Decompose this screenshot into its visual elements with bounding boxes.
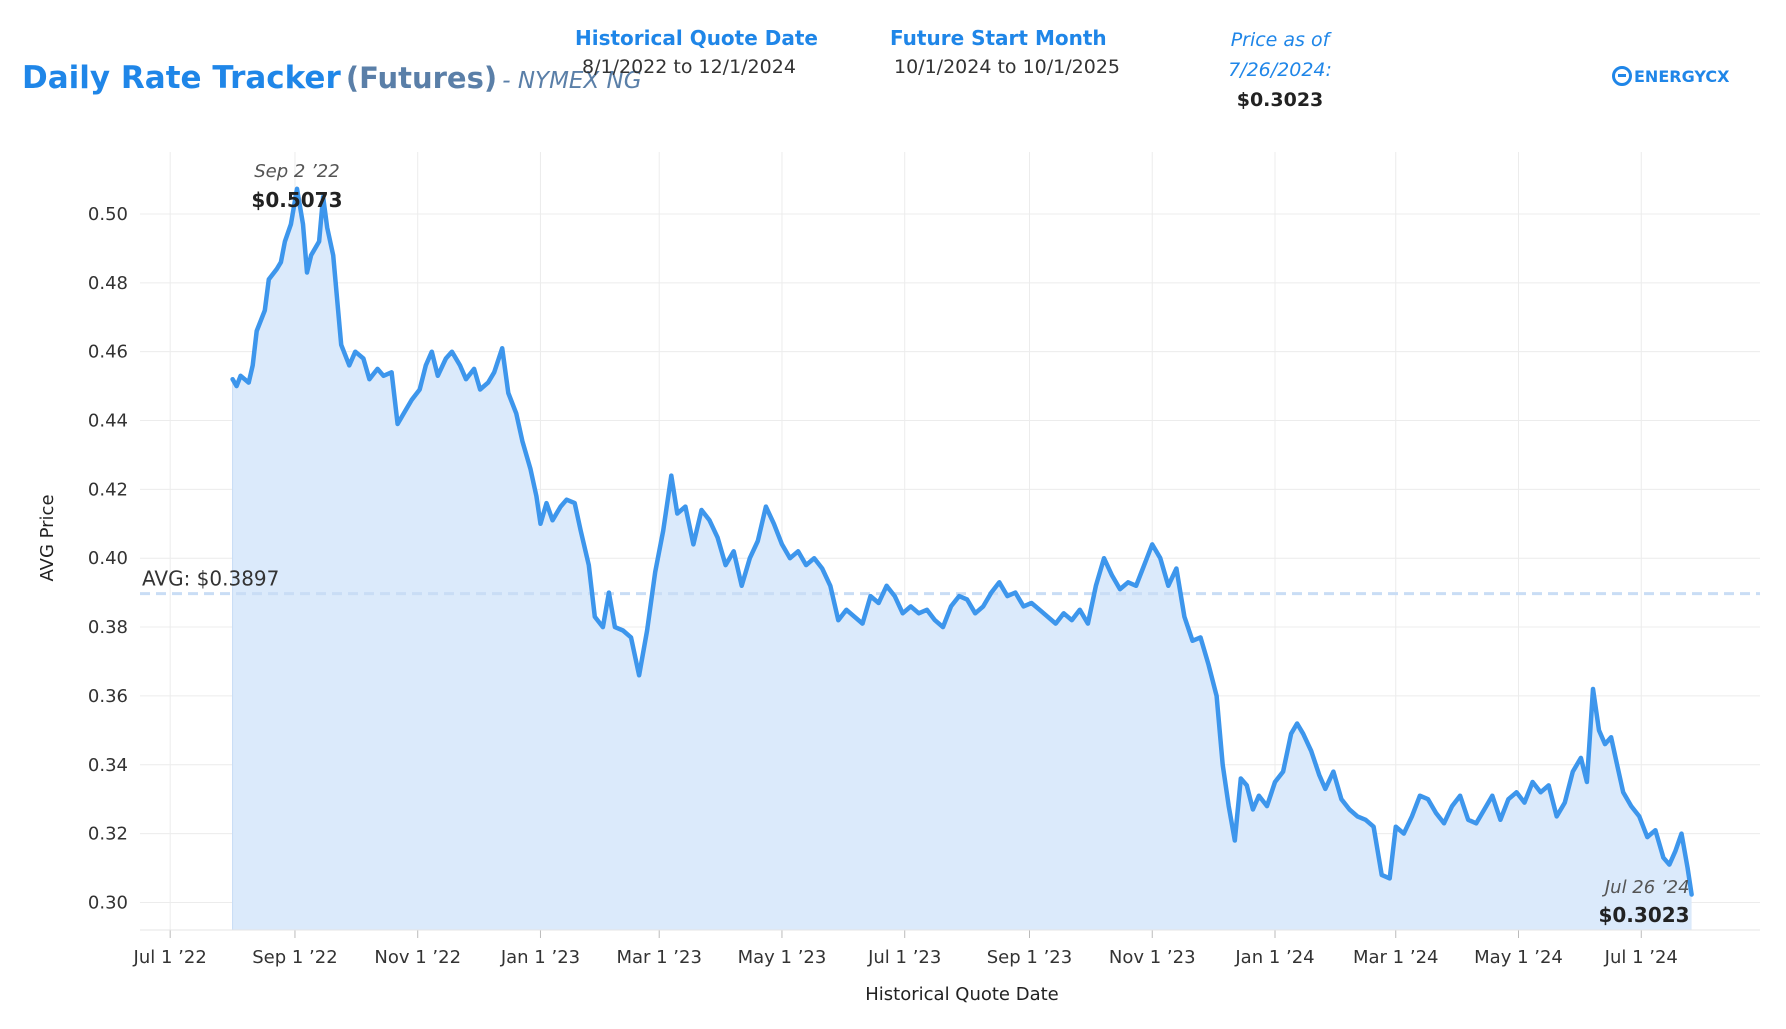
y-tick-label: 0.42 bbox=[88, 479, 128, 500]
area-layer bbox=[232, 188, 1692, 931]
historical-quote-filter[interactable]: Historical Quote Date 8/1/2022 to 12/1/2… bbox=[575, 26, 975, 78]
y-tick-label: 0.30 bbox=[88, 892, 128, 913]
y-tick-label: 0.46 bbox=[88, 342, 128, 363]
max-date-label: Sep 2 ’22 bbox=[254, 161, 339, 182]
x-axis: Jul 1 ’22 Sep 1 ’22 Nov 1 ’22 Jan 1 ’23 Mar … bbox=[133, 929, 1760, 1005]
chart-title: Daily Rate Tracker (Futures) - NYMEX NG bbox=[22, 60, 642, 96]
title-tail: - NYMEX NG bbox=[502, 68, 642, 94]
avg-layer: AVG: $0.3897 bbox=[140, 567, 1760, 596]
future-start-value: 10/1/2024 to 10/1/2025 bbox=[894, 56, 1120, 78]
x-tick-label: Sep 1 ’22 bbox=[252, 947, 337, 968]
historical-quote-value: 8/1/2022 to 12/1/2024 bbox=[582, 56, 796, 78]
max-value-label: $0.5073 bbox=[251, 188, 342, 212]
future-start-filter[interactable]: Future Start Month 10/1/2024 to 10/1/202… bbox=[890, 26, 1120, 78]
y-axis: 0.30 0.32 0.34 0.36 0.38 0.40 0.42 0.44 0.46 0.48… bbox=[37, 204, 128, 913]
line-layer bbox=[230, 186, 1694, 897]
y-tick-label: 0.32 bbox=[88, 824, 128, 845]
x-tick-label: Jul 1 ’23 bbox=[867, 947, 941, 968]
historical-quote-label: Historical Quote Date bbox=[575, 26, 818, 50]
title-sub: (Futures) bbox=[345, 61, 498, 95]
logo-text: ENERGYCX bbox=[1634, 66, 1730, 86]
y-tick-label: 0.44 bbox=[88, 411, 128, 432]
y-axis-title: AVG Price bbox=[37, 494, 58, 581]
x-tick-label: May 1 ’23 bbox=[738, 947, 827, 968]
energycx-logo-icon bbox=[1612, 66, 1632, 86]
price-label-line2: 7/26/2024: bbox=[1228, 59, 1332, 81]
y-tick-label: 0.36 bbox=[88, 686, 128, 707]
last-value-label: $0.3023 bbox=[1598, 903, 1689, 927]
y-tick-label: 0.48 bbox=[88, 273, 128, 294]
avg-label: AVG: $0.3897 bbox=[142, 567, 279, 591]
last-date-label: Jul 26 ’24 bbox=[1602, 877, 1690, 898]
x-tick-label: Sep 1 ’23 bbox=[987, 947, 1072, 968]
y-tick-label: 0.34 bbox=[88, 755, 128, 776]
x-tick-label: Mar 1 ’24 bbox=[1353, 947, 1438, 968]
x-tick-label: Jan 1 ’24 bbox=[1234, 947, 1314, 968]
y-tick-label: 0.40 bbox=[88, 548, 128, 569]
x-tick-label: Nov 1 ’22 bbox=[374, 947, 461, 968]
x-tick-label: Nov 1 ’23 bbox=[1109, 947, 1196, 968]
x-tick-label: May 1 ’24 bbox=[1474, 947, 1563, 968]
y-tick-label: 0.50 bbox=[88, 204, 128, 225]
future-start-label: Future Start Month bbox=[890, 26, 1107, 50]
y-tick-label: 0.38 bbox=[88, 617, 128, 638]
x-tick-label: Jul 1 ’24 bbox=[1604, 947, 1678, 968]
x-tick-label: Mar 1 ’23 bbox=[616, 947, 701, 968]
x-tick-label: Jul 1 ’22 bbox=[133, 947, 207, 968]
x-tick-label: Jan 1 ’23 bbox=[500, 947, 580, 968]
price-line bbox=[230, 186, 1694, 897]
x-axis-title: Historical Quote Date bbox=[865, 984, 1059, 1005]
energycx-logo: ENERGYCX bbox=[1612, 66, 1729, 86]
price-as-of: Price as of 7/26/2024: $0.3023 bbox=[1185, 25, 1375, 115]
price-area bbox=[232, 188, 1692, 931]
price-value: $0.3023 bbox=[1236, 89, 1324, 111]
price-label-line1: Price as of bbox=[1230, 29, 1330, 51]
annotations: Sep 2 ’22 $0.5073 Jul 26 ’24 $0.3023 bbox=[251, 161, 1689, 927]
title-main: Daily Rate Tracker bbox=[22, 60, 341, 96]
